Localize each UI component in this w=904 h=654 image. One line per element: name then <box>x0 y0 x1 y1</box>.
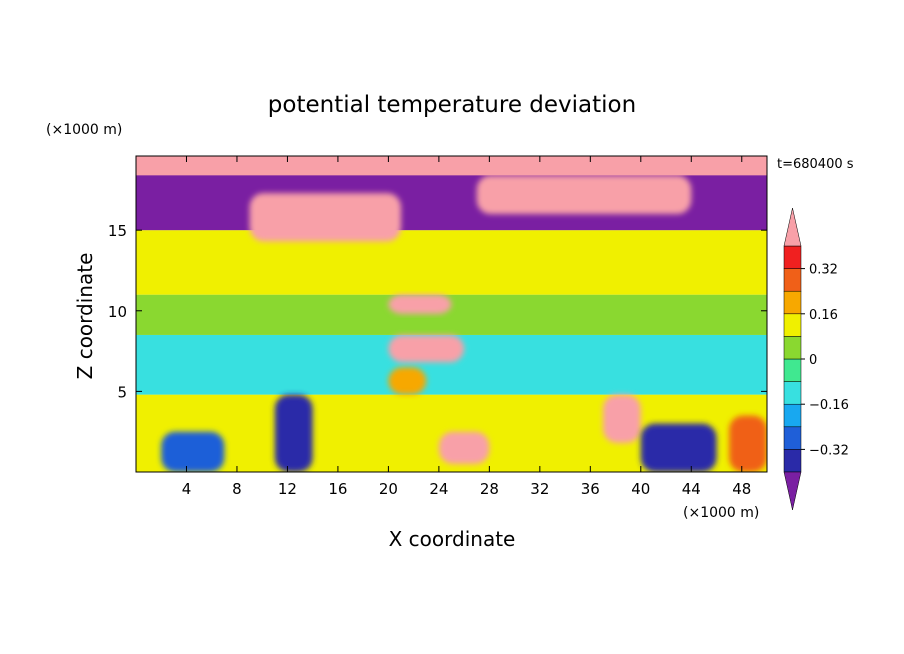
x-tick-label: 36 <box>581 480 600 498</box>
colorbar: 0.32 0.16 0 −0.16 −0.32 <box>783 207 849 511</box>
x-tick-label: 28 <box>480 480 499 498</box>
field-region-8 <box>161 431 225 472</box>
x-tick-label: 4 <box>182 480 192 498</box>
field-region-6 <box>249 193 402 242</box>
field-region-14 <box>388 367 427 395</box>
field-region-16 <box>388 334 465 363</box>
chart-title: potential temperature deviation <box>268 92 636 118</box>
colorbar-tick-label: −0.16 <box>809 398 849 413</box>
x-tick-label: 32 <box>530 480 549 498</box>
x-tick-label: 8 <box>232 480 242 498</box>
field-region-9 <box>274 394 313 472</box>
colorbar-extend-min <box>783 471 802 511</box>
colorbar-tick-label: −0.32 <box>809 443 849 458</box>
x-tick-label: 48 <box>732 480 751 498</box>
x-tick-label: 16 <box>328 480 347 498</box>
y-tick-label: 5 <box>117 383 127 401</box>
field-region-11 <box>602 394 641 443</box>
field-region-13 <box>729 415 767 472</box>
x-axis-label: X coordinate <box>389 527 516 551</box>
colorbar-segment <box>783 268 802 292</box>
field-region-2 <box>136 294 767 335</box>
colorbar-extend-max <box>783 207 802 247</box>
field-region-12 <box>640 423 717 472</box>
y-tick-label: 15 <box>108 222 127 240</box>
colorbar-segment <box>783 403 802 428</box>
plot-area <box>136 156 767 472</box>
y-unit-label: (×1000 m) <box>46 122 122 138</box>
field-region-10 <box>438 431 490 464</box>
y-tick-label: 10 <box>108 303 127 321</box>
x-tick-label: 20 <box>379 480 398 498</box>
colorbar-segment <box>783 245 802 269</box>
y-axis-label: Z coordinate <box>73 253 97 380</box>
time-label: t=680400 s <box>777 157 854 172</box>
x-unit-label: (×1000 m) <box>683 505 759 521</box>
colorbar-segment <box>783 426 802 450</box>
x-tick-label: 44 <box>682 480 701 498</box>
colorbar-segment <box>783 313 802 337</box>
colorbar-segment <box>783 381 802 405</box>
plot-frame <box>135 155 768 473</box>
field-region-5 <box>136 156 767 176</box>
colorbar-tick-label: 0 <box>809 353 817 368</box>
x-tick-label: 12 <box>278 480 297 498</box>
temperature-field <box>136 156 767 472</box>
colorbar-tick-label: 0.32 <box>809 263 838 278</box>
colorbar-segment <box>783 358 802 382</box>
x-tick-label: 40 <box>631 480 650 498</box>
colorbar-tick-label: 0.16 <box>809 308 838 323</box>
field-region-3 <box>136 230 767 295</box>
field-region-7 <box>476 175 692 215</box>
colorbar-segment <box>783 290 802 315</box>
y-axis: 5 10 15 <box>108 222 767 401</box>
x-axis: 4 8 12 16 20 24 28 32 36 40 44 48 <box>182 156 751 498</box>
field-region-15 <box>388 294 452 314</box>
x-tick-label: 24 <box>429 480 448 498</box>
colorbar-segment <box>783 336 802 360</box>
colorbar-segment <box>783 449 802 473</box>
